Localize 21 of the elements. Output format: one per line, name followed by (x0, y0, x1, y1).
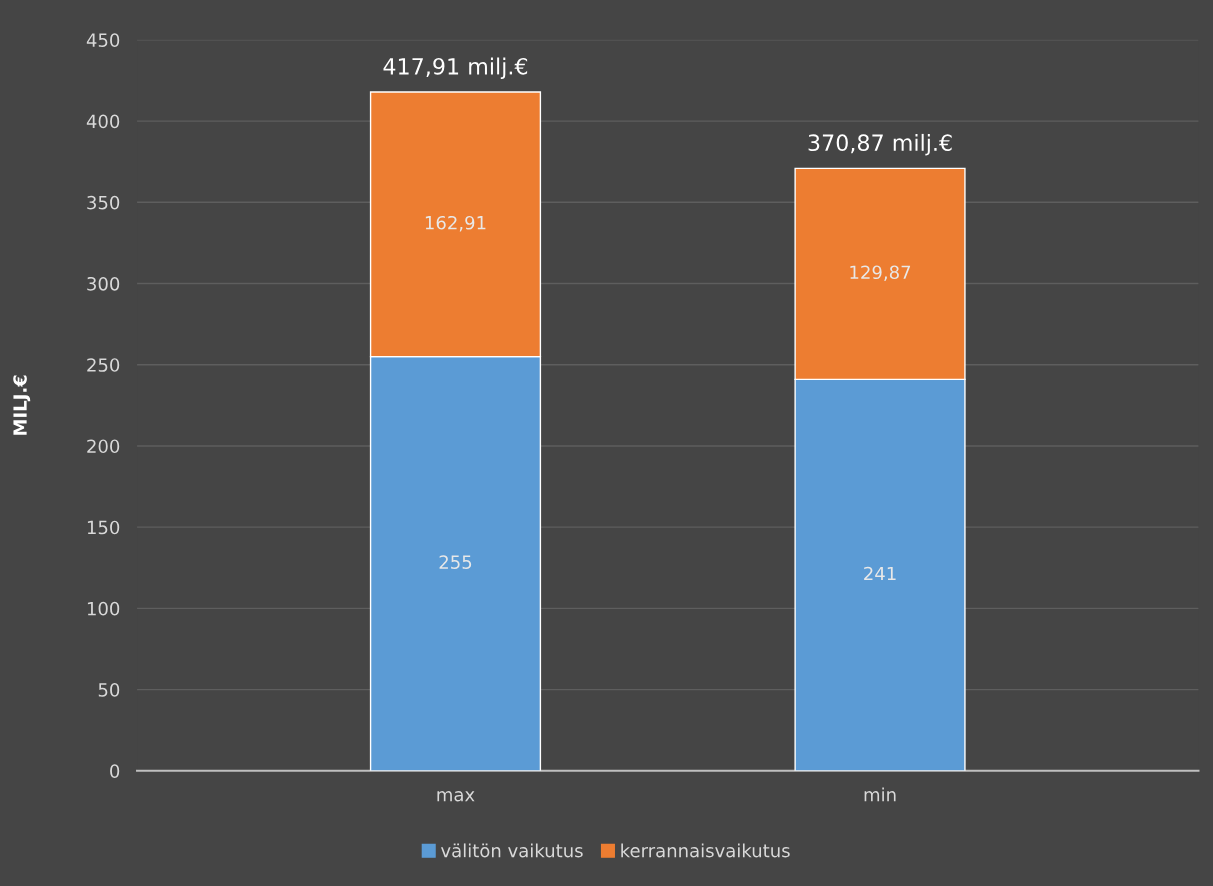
y-tick-label: 350 (87, 195, 120, 210)
y-axis-title: MILJ.€ (13, 375, 31, 435)
data-label: 129,87 (850, 265, 911, 281)
data-label: 162,91 (425, 215, 486, 232)
y-tick-label: 200 (87, 439, 120, 454)
y-tick-label: 0 (110, 764, 120, 778)
data-label: 241 (864, 566, 896, 581)
y-tick-label: 450 (86, 33, 120, 47)
y-tick-label: 100 (87, 601, 120, 616)
y-tick-label: 50 (98, 683, 120, 697)
y-tick-label: 150 (87, 520, 120, 535)
x-tick-label: min (864, 787, 896, 802)
data-label: 255 (439, 555, 472, 569)
y-tick-label: 300 (87, 276, 120, 291)
x-tick-label: max (437, 791, 475, 802)
total-label: 417,91 milj.€ (383, 57, 528, 79)
y-tick-label: 400 (86, 114, 120, 129)
legend-label: kerrannaisvaikutus (621, 843, 790, 858)
legend-label: välitön vaikutus (441, 843, 583, 858)
y-tick-label: 250 (87, 358, 120, 372)
total-label: 370,87 milj.€ (808, 133, 952, 156)
